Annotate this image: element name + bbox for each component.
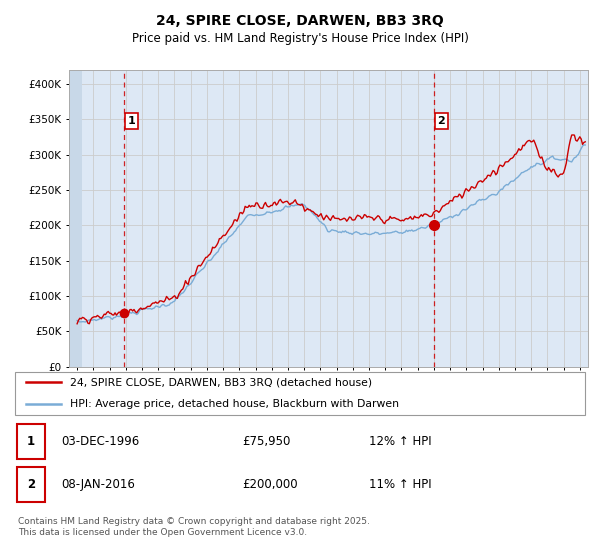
Text: 24, SPIRE CLOSE, DARWEN, BB3 3RQ: 24, SPIRE CLOSE, DARWEN, BB3 3RQ [156, 14, 444, 28]
Text: 2: 2 [437, 116, 445, 126]
Text: 24, SPIRE CLOSE, DARWEN, BB3 3RQ (detached house): 24, SPIRE CLOSE, DARWEN, BB3 3RQ (detach… [70, 377, 372, 388]
Text: Price paid vs. HM Land Registry's House Price Index (HPI): Price paid vs. HM Land Registry's House … [131, 31, 469, 45]
Text: £75,950: £75,950 [242, 435, 291, 448]
FancyBboxPatch shape [17, 424, 46, 459]
Text: 08-JAN-2016: 08-JAN-2016 [61, 478, 135, 491]
Text: 1: 1 [128, 116, 136, 126]
FancyBboxPatch shape [15, 371, 585, 416]
Text: HPI: Average price, detached house, Blackburn with Darwen: HPI: Average price, detached house, Blac… [70, 399, 398, 409]
Text: 2: 2 [27, 478, 35, 491]
FancyBboxPatch shape [17, 467, 46, 502]
Bar [69, 70, 82, 367]
Text: 11% ↑ HPI: 11% ↑ HPI [369, 478, 432, 491]
Text: 03-DEC-1996: 03-DEC-1996 [61, 435, 139, 448]
Text: £200,000: £200,000 [242, 478, 298, 491]
Text: 1: 1 [27, 435, 35, 448]
Text: 12% ↑ HPI: 12% ↑ HPI [369, 435, 432, 448]
Text: Contains HM Land Registry data © Crown copyright and database right 2025.
This d: Contains HM Land Registry data © Crown c… [18, 517, 370, 536]
